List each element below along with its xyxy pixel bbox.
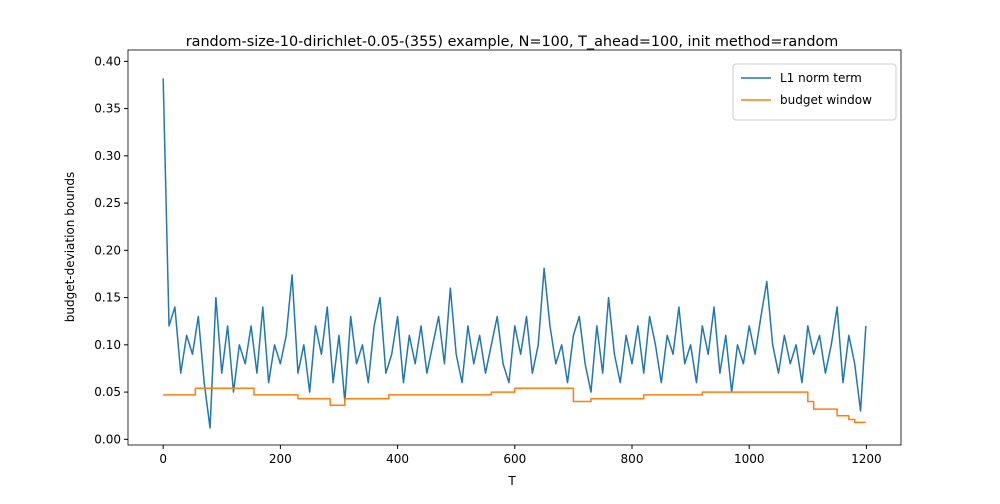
x-tick-label: 400 — [386, 452, 409, 466]
x-tick-label: 600 — [503, 452, 526, 466]
y-tick-label: 0.15 — [94, 291, 121, 305]
x-tick-label: 1000 — [734, 452, 765, 466]
data-line — [163, 387, 866, 424]
y-axis-label: budget-deviation bounds — [63, 172, 77, 323]
y-tick-label: 0.00 — [94, 432, 121, 446]
legend-label: budget window — [780, 93, 872, 107]
x-axis-label: T — [507, 474, 516, 488]
y-tick-label: 0.35 — [94, 102, 121, 116]
x-tick-label: 200 — [269, 452, 292, 466]
y-tick-label: 0.30 — [94, 149, 121, 163]
chart-title: random-size-10-dirichlet-0.05-(355) exam… — [186, 34, 839, 50]
x-tick-label: 1200 — [851, 452, 882, 466]
y-tick-label: 0.20 — [94, 243, 121, 257]
legend-box — [732, 63, 897, 121]
legend-label: L1 norm term — [780, 71, 862, 85]
y-tick-label: 0.10 — [94, 338, 121, 352]
axes-frame — [127, 49, 902, 446]
y-tick-label: 0.05 — [94, 385, 121, 399]
y-tick-label: 0.40 — [94, 54, 121, 68]
x-tick-label: 800 — [621, 452, 644, 466]
y-tick-label: 0.25 — [94, 196, 121, 210]
x-tick-label: 0 — [159, 452, 167, 466]
data-line — [162, 78, 867, 429]
